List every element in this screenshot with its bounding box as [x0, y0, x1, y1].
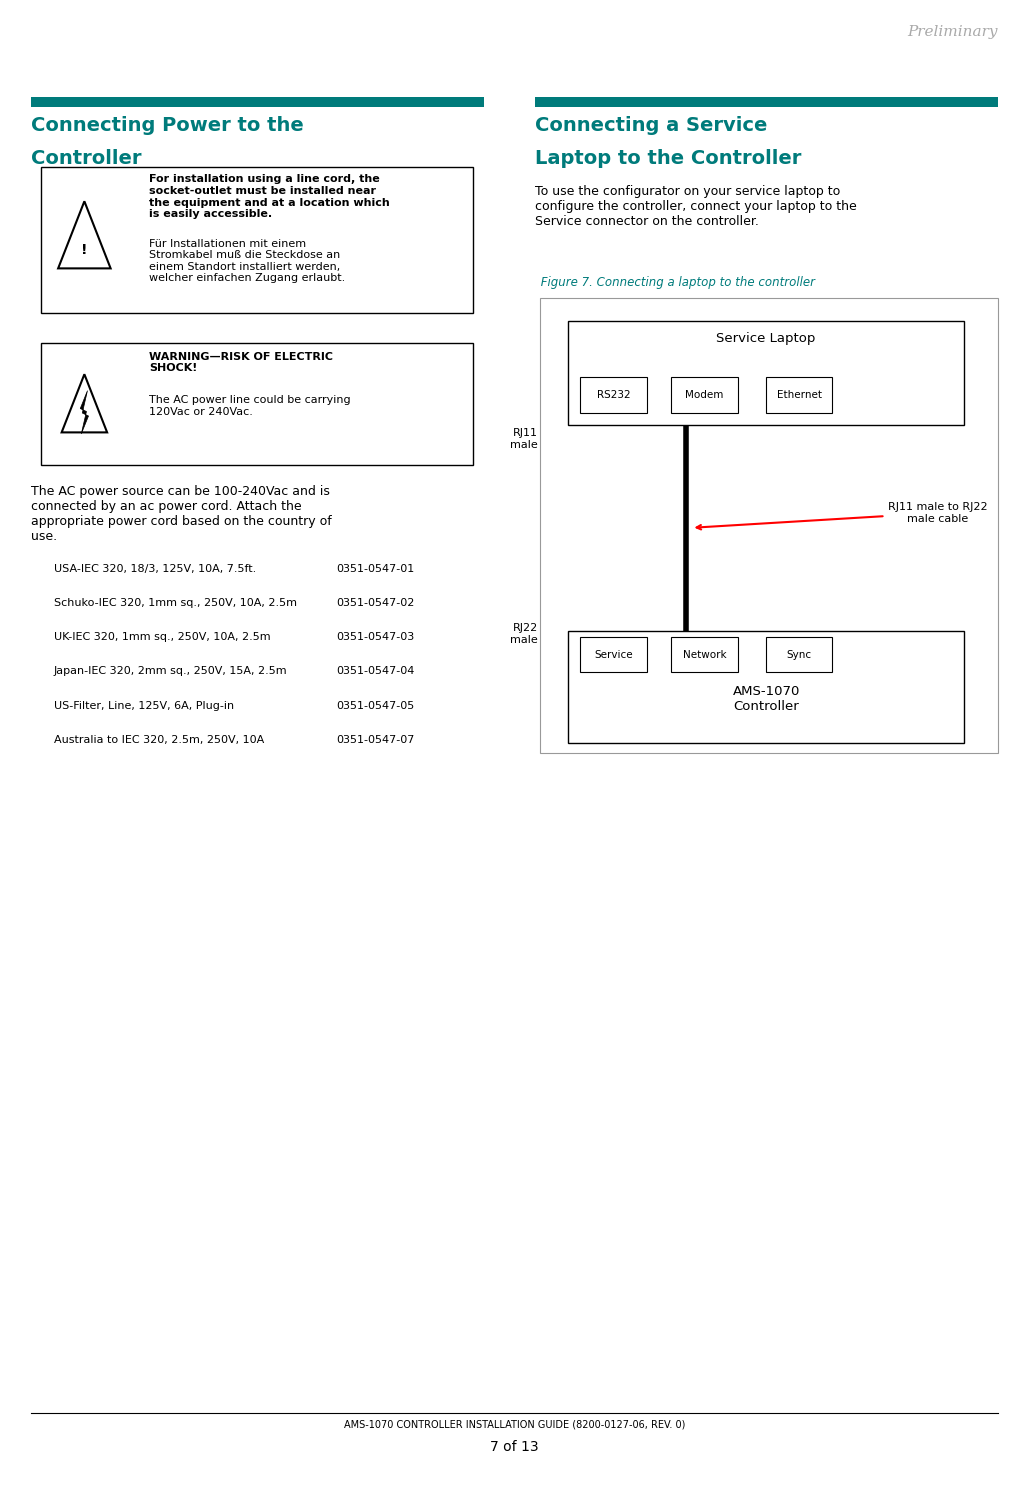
Text: Modem: Modem: [685, 391, 723, 400]
Text: RJ11 male to RJ22
male cable: RJ11 male to RJ22 male cable: [697, 502, 988, 529]
Text: AMS-1070 CONTROLLER INSTALLATION GUIDE (8200-0127-06, REV. 0): AMS-1070 CONTROLLER INSTALLATION GUIDE (…: [344, 1419, 685, 1430]
Text: Für Installationen mit einem
Stromkabel muß die Steckdose an
einem Standort inst: Für Installationen mit einem Stromkabel …: [149, 239, 346, 283]
Text: 0351-0547-01: 0351-0547-01: [336, 564, 415, 574]
FancyBboxPatch shape: [568, 631, 964, 743]
Text: Schuko-IEC 320, 1mm sq., 250V, 10A, 2.5m: Schuko-IEC 320, 1mm sq., 250V, 10A, 2.5m: [54, 598, 296, 608]
Text: 0351-0547-04: 0351-0547-04: [336, 666, 415, 677]
Text: UK-IEC 320, 1mm sq., 250V, 10A, 2.5m: UK-IEC 320, 1mm sq., 250V, 10A, 2.5m: [54, 632, 271, 643]
Text: Connecting a Service: Connecting a Service: [535, 116, 768, 136]
Text: To use the configurator on your service laptop to
configure the controller, conn: To use the configurator on your service …: [535, 185, 857, 228]
Bar: [535, 97, 998, 107]
FancyBboxPatch shape: [671, 377, 738, 413]
Text: Sync: Sync: [786, 650, 812, 659]
Text: AMS-1070
Controller: AMS-1070 Controller: [733, 684, 800, 713]
FancyBboxPatch shape: [540, 298, 998, 753]
Text: RJ11
male: RJ11 male: [510, 428, 538, 449]
Text: Figure 7. Connecting a laptop to the controller: Figure 7. Connecting a laptop to the con…: [537, 276, 815, 289]
Polygon shape: [80, 391, 88, 434]
Text: Japan-IEC 320, 2mm sq., 250V, 15A, 2.5m: Japan-IEC 320, 2mm sq., 250V, 15A, 2.5m: [54, 666, 287, 677]
Text: Preliminary: Preliminary: [908, 25, 998, 39]
Text: For installation using a line cord, the
socket-outlet must be installed near
the: For installation using a line cord, the …: [149, 174, 390, 219]
Text: Ethernet: Ethernet: [777, 391, 821, 400]
Text: Controller: Controller: [31, 149, 141, 168]
Text: RJ22
male: RJ22 male: [510, 623, 538, 644]
Text: Laptop to the Controller: Laptop to the Controller: [535, 149, 802, 168]
Text: Australia to IEC 320, 2.5m, 250V, 10A: Australia to IEC 320, 2.5m, 250V, 10A: [54, 735, 263, 746]
Text: The AC power line could be carrying
120Vac or 240Vac.: The AC power line could be carrying 120V…: [149, 395, 351, 416]
Text: Service: Service: [595, 650, 633, 659]
Text: Service Laptop: Service Laptop: [716, 332, 816, 346]
Bar: [31, 97, 484, 107]
Text: The AC power source can be 100-240Vac and is
connected by an ac power cord. Atta: The AC power source can be 100-240Vac an…: [31, 485, 331, 543]
FancyBboxPatch shape: [41, 167, 473, 313]
FancyBboxPatch shape: [580, 637, 647, 672]
Text: WARNING—RISK OF ELECTRIC
SHOCK!: WARNING—RISK OF ELECTRIC SHOCK!: [149, 352, 333, 373]
Text: 0351-0547-03: 0351-0547-03: [336, 632, 415, 643]
Text: 0351-0547-05: 0351-0547-05: [336, 701, 415, 711]
FancyBboxPatch shape: [580, 377, 647, 413]
Text: !: !: [81, 243, 87, 258]
Text: Network: Network: [682, 650, 726, 659]
FancyBboxPatch shape: [41, 343, 473, 465]
Text: US-Filter, Line, 125V, 6A, Plug-in: US-Filter, Line, 125V, 6A, Plug-in: [54, 701, 234, 711]
Text: USA-IEC 320, 18/3, 125V, 10A, 7.5ft.: USA-IEC 320, 18/3, 125V, 10A, 7.5ft.: [54, 564, 256, 574]
Text: Connecting Power to the: Connecting Power to the: [31, 116, 304, 136]
FancyBboxPatch shape: [671, 637, 738, 672]
Text: 7 of 13: 7 of 13: [490, 1440, 539, 1454]
Text: 0351-0547-07: 0351-0547-07: [336, 735, 415, 746]
FancyBboxPatch shape: [766, 637, 832, 672]
Text: RS232: RS232: [597, 391, 631, 400]
Text: 0351-0547-02: 0351-0547-02: [336, 598, 415, 608]
FancyBboxPatch shape: [568, 321, 964, 425]
FancyBboxPatch shape: [766, 377, 832, 413]
